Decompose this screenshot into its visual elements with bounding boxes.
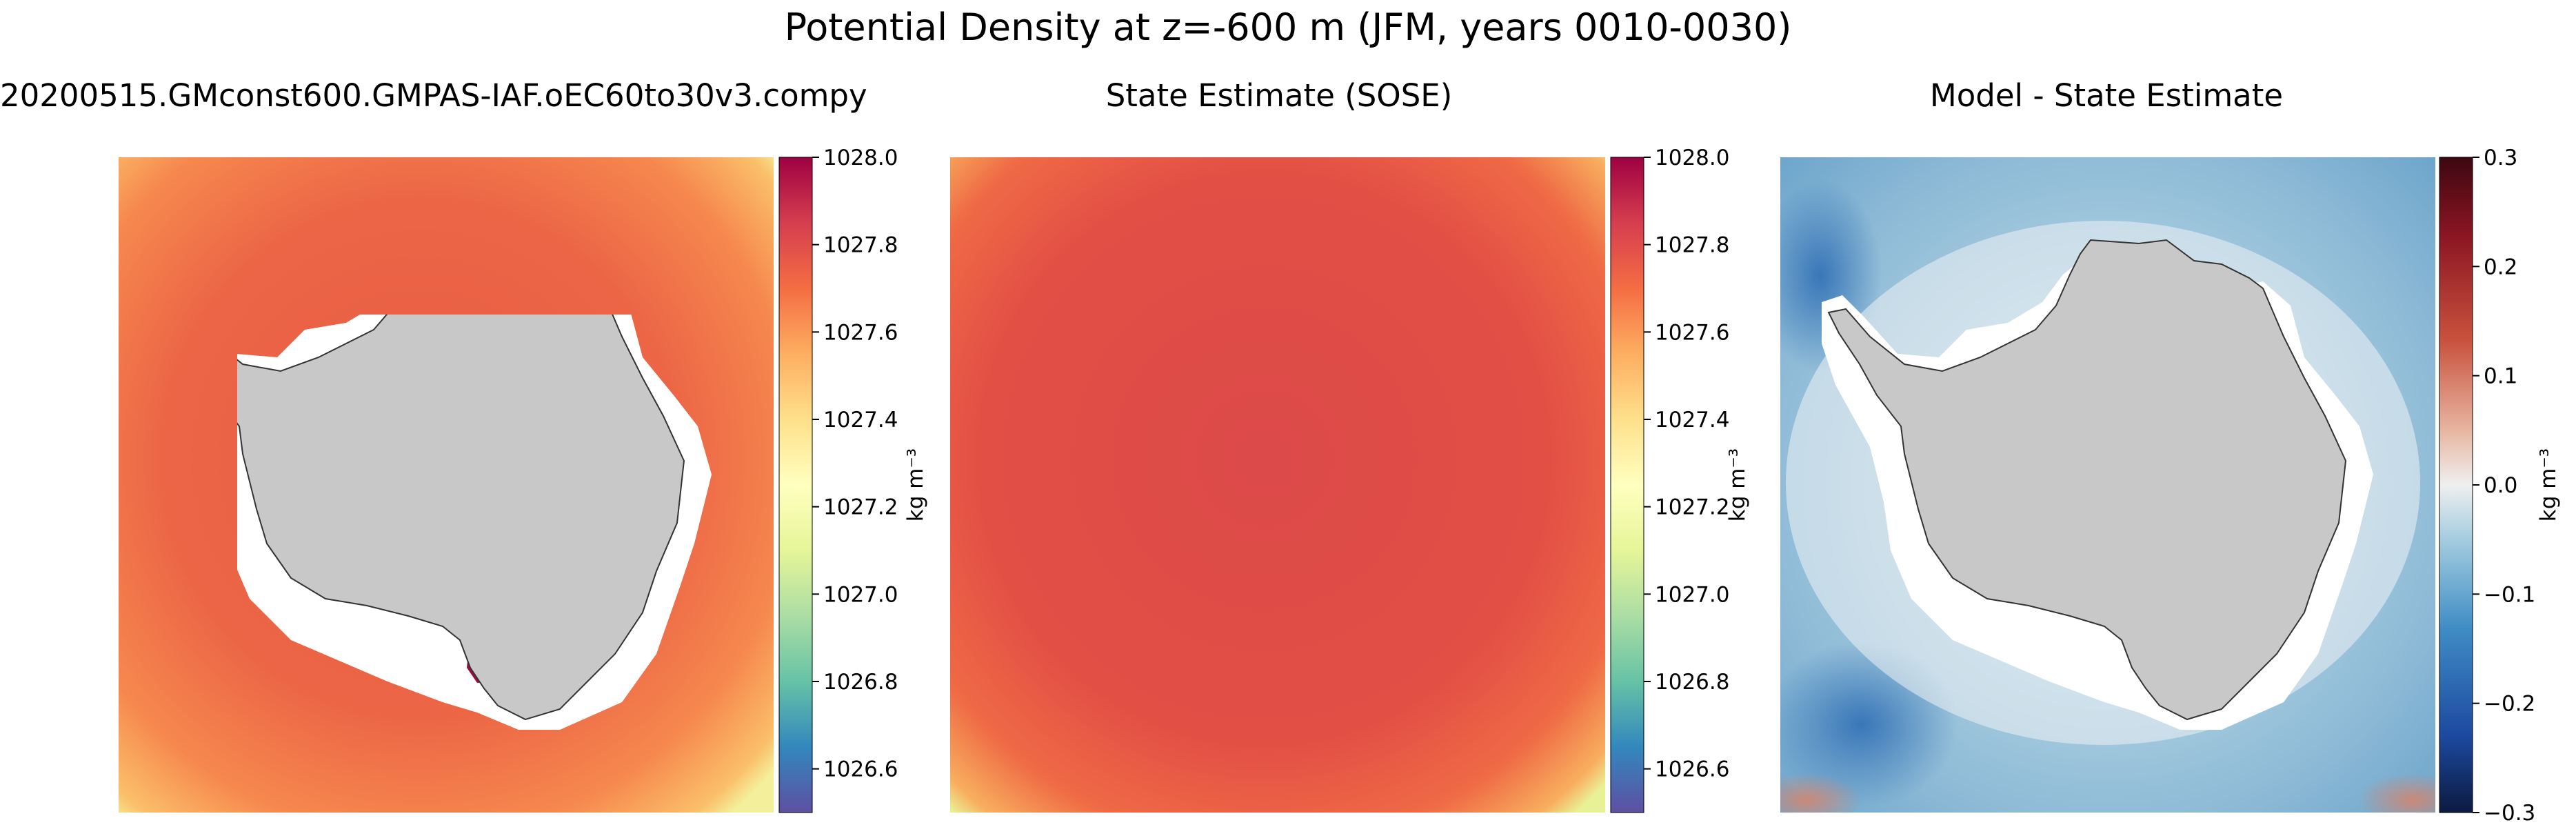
colorbar-tick-label: 1027.4 xyxy=(823,408,898,432)
colorbar-tick-label: 1027.2 xyxy=(823,495,898,520)
colorbar-ticks-model: 1026.6 1026.8 1027.0 1027.2 1027.4 1027.6 1027… xyxy=(812,146,898,782)
colorbar-label-difference: kg m⁻³ xyxy=(2536,448,2561,521)
colorbar-tick-label: −0.2 xyxy=(2484,692,2535,717)
panel-title-model: 20200515.GMconst600.GMPAS-IAF.oEC60to30v… xyxy=(0,77,867,114)
antarctica-land xyxy=(1827,239,2347,721)
colorbar-tick-label: 1026.8 xyxy=(823,670,898,695)
colorbar-ticks-sose: 1026.6 1026.8 1027.0 1027.2 1027.4 1027.6 1027… xyxy=(1644,146,1729,782)
colorbar-tick-label: 1027.0 xyxy=(823,582,898,607)
figure-title: Potential Density at z=-600 m (JFM, year… xyxy=(784,6,1792,49)
density-field xyxy=(950,157,1605,813)
panel-title-diff: Model - State Estimate xyxy=(1929,77,2284,114)
colorbar-tick-label: 1027.8 xyxy=(823,233,898,258)
colorbar-label-sose: kg m⁻³ xyxy=(1725,448,1750,521)
colorbar-tick-label: 1028.0 xyxy=(1655,146,1729,170)
colorbar-label-model: kg m⁻³ xyxy=(903,448,928,521)
map-panel-difference: −0.3 −0.2 −0.1 0.0 0.1 0.2 0.3 kg m⁻³ xyxy=(1780,146,2561,826)
map-panel-sose: 1026.6 1026.8 1027.0 1027.2 1027.4 1027.6 1027… xyxy=(950,146,1750,813)
colorbar-tick-label: 1028.0 xyxy=(823,146,898,170)
colorbar-tick-label: 1027.2 xyxy=(1655,495,1729,520)
colorbar-tick-label: 0.1 xyxy=(2484,364,2517,389)
map-panel-model: 1026.6 1026.8 1027.0 1027.2 1027.4 1027.6 1027… xyxy=(119,146,928,813)
colorbar-tick-label: −0.1 xyxy=(2484,582,2535,607)
colorbar-sose xyxy=(1610,157,1644,813)
positive-anomaly xyxy=(1780,773,1862,813)
colorbar-tick-label: 1026.6 xyxy=(1655,757,1729,782)
colorbar-tick-label: 1026.6 xyxy=(823,757,898,782)
positive-anomaly xyxy=(2358,773,2435,813)
colorbar-ticks-difference: −0.3 −0.2 −0.1 0.0 0.1 0.2 0.3 xyxy=(2473,146,2535,826)
colorbar-difference xyxy=(2439,157,2473,813)
colorbar-tick-label: −0.3 xyxy=(2484,801,2535,826)
colorbar-tick-label: 1026.8 xyxy=(1655,670,1729,695)
antarctica-land xyxy=(237,315,685,721)
colorbar-model xyxy=(778,157,813,813)
colorbar-tick-label: 1027.0 xyxy=(1655,582,1729,607)
colorbar-tick-label: 0.0 xyxy=(2484,473,2517,498)
colorbar-tick-label: 1027.4 xyxy=(1655,408,1729,432)
colorbar-tick-label: 1027.6 xyxy=(823,320,898,345)
colorbar-tick-label: 0.3 xyxy=(2484,146,2517,170)
panel-title-sose: State Estimate (SOSE) xyxy=(1105,77,1453,114)
colorbar-tick-label: 1027.6 xyxy=(1655,320,1729,345)
colorbar-tick-label: 1027.8 xyxy=(1655,233,1729,258)
colorbar-tick-label: 0.2 xyxy=(2484,255,2517,279)
